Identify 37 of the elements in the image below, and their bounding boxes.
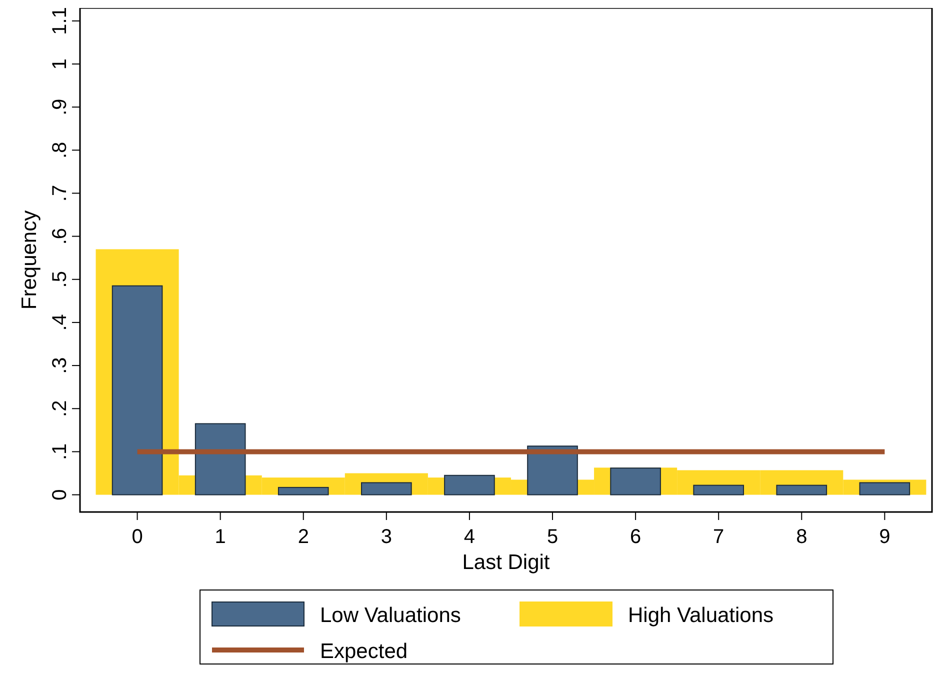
y-tick-label: 0 <box>49 489 71 500</box>
bar <box>361 482 412 496</box>
y-tick-label: .7 <box>49 184 71 202</box>
bar <box>693 484 744 496</box>
bar <box>776 484 828 496</box>
y-tick-label: .1 <box>49 443 71 460</box>
y-tick-label: .2 <box>49 400 71 417</box>
y-tick-label: 1.1 <box>49 7 71 35</box>
x-axis-title: Last Digit <box>462 551 550 574</box>
y-tick-label: .9 <box>49 98 71 116</box>
bar <box>859 482 910 496</box>
y-tick-label: .5 <box>49 271 71 288</box>
bar <box>278 486 329 496</box>
y-tick-label: .6 <box>49 228 71 245</box>
x-tick-label: 8 <box>796 526 808 548</box>
x-tick-label: 6 <box>630 526 642 548</box>
bar <box>444 474 495 496</box>
x-tick-label: 0 <box>132 526 143 548</box>
y-tick-label: .8 <box>49 142 71 158</box>
legend-label: High Valuations <box>628 604 774 627</box>
legend-label: Expected <box>320 640 408 663</box>
bar <box>527 446 578 496</box>
x-tick-label: 4 <box>464 526 476 548</box>
y-axis-title: Frequency <box>18 210 41 310</box>
bar <box>112 285 163 496</box>
y-tick-label: .4 <box>49 314 71 331</box>
legend-label: Low Valuations <box>320 604 461 627</box>
x-tick-label: 3 <box>380 526 392 548</box>
x-tick-label: 9 <box>879 526 890 548</box>
bar <box>610 468 661 496</box>
x-tick-label: 5 <box>546 526 558 548</box>
y-tick-label: 1 <box>49 58 71 70</box>
x-tick-label: 2 <box>298 526 309 548</box>
x-tick-label: 1 <box>214 526 226 548</box>
x-tick-label: 7 <box>713 526 724 548</box>
y-tick-label: .3 <box>49 357 71 374</box>
bar <box>194 423 246 496</box>
